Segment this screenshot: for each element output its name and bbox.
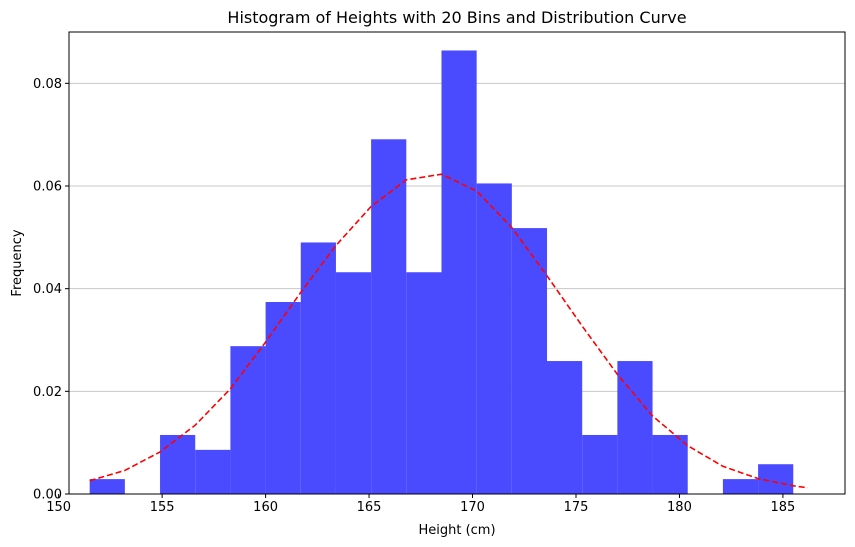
- histogram-bar-12: [511, 228, 548, 495]
- x-tick-label-2: 160: [253, 500, 278, 515]
- distribution-curve-line: [89, 173, 808, 489]
- x-tick-label-6: 180: [667, 500, 692, 515]
- histogram-bar-3: [195, 449, 231, 494]
- histogram-bar-7: [335, 272, 372, 494]
- chart-title: Histogram of Heights with 20 Bins and Di…: [227, 8, 686, 27]
- x-axis-label: Height (cm): [418, 523, 495, 538]
- y-tick-label-3: 0.06: [33, 180, 62, 195]
- histogram-bar-8: [371, 139, 407, 494]
- histogram-bar-18: [722, 479, 759, 494]
- y-axis-label: Frequency: [10, 229, 25, 296]
- histogram-bar-13: [547, 361, 583, 494]
- x-tick-label-7: 185: [771, 500, 796, 515]
- histogram-bars: [89, 50, 794, 495]
- x-axis-ticks: 150 155 160 165 170 175 180 185: [46, 494, 795, 515]
- histogram-bar-4: [230, 346, 266, 494]
- histogram-bar-0: [89, 479, 125, 494]
- histogram-bar-19: [758, 464, 794, 494]
- y-axis-ticks: 0.00 0.02 0.04 0.06 0.08: [33, 77, 69, 503]
- y-tick-label-0: 0.00: [33, 488, 62, 503]
- histogram-bar-6: [300, 242, 336, 494]
- x-tick-label-4: 170: [460, 500, 485, 515]
- histogram-bar-2: [160, 434, 196, 494]
- distribution-curve: [89, 173, 808, 489]
- x-tick-label-0: 150: [46, 500, 71, 515]
- histogram-bar-5: [265, 302, 301, 494]
- plot-frame: [68, 31, 846, 495]
- y-tick-label-2: 0.04: [33, 282, 62, 297]
- y-tick-label-4: 0.08: [33, 77, 62, 92]
- histogram-bar-9: [406, 272, 442, 494]
- y-tick-label-1: 0.02: [33, 385, 62, 400]
- histogram-bar-15: [617, 361, 653, 494]
- x-tick-label-5: 175: [564, 500, 589, 515]
- histogram-bar-14: [582, 434, 618, 494]
- x-tick-label-1: 155: [150, 500, 175, 515]
- histogram-bar-10: [441, 50, 477, 494]
- histogram-bar-11: [476, 183, 512, 494]
- x-tick-label-3: 165: [357, 500, 382, 515]
- histogram-bar-16: [652, 434, 688, 494]
